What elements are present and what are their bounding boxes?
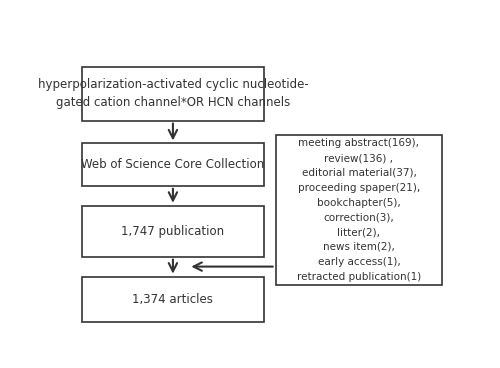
Bar <box>82 144 264 186</box>
Text: hyperpolarization-activated cyclic nucleotide-
gated cation channel*OR HCN chann: hyperpolarization-activated cyclic nucle… <box>38 78 308 109</box>
Text: Web of Science Core Collection: Web of Science Core Collection <box>82 158 264 171</box>
Bar <box>82 206 264 257</box>
Bar <box>82 67 264 121</box>
Text: 1,374 articles: 1,374 articles <box>132 293 214 306</box>
Text: 1,747 publication: 1,747 publication <box>122 225 224 238</box>
Bar <box>276 135 442 285</box>
Text: meeting abstract(169),
review(136) ,
editorial material(37),
proceeding spaper(2: meeting abstract(169), review(136) , edi… <box>297 138 421 282</box>
Bar <box>82 276 264 322</box>
